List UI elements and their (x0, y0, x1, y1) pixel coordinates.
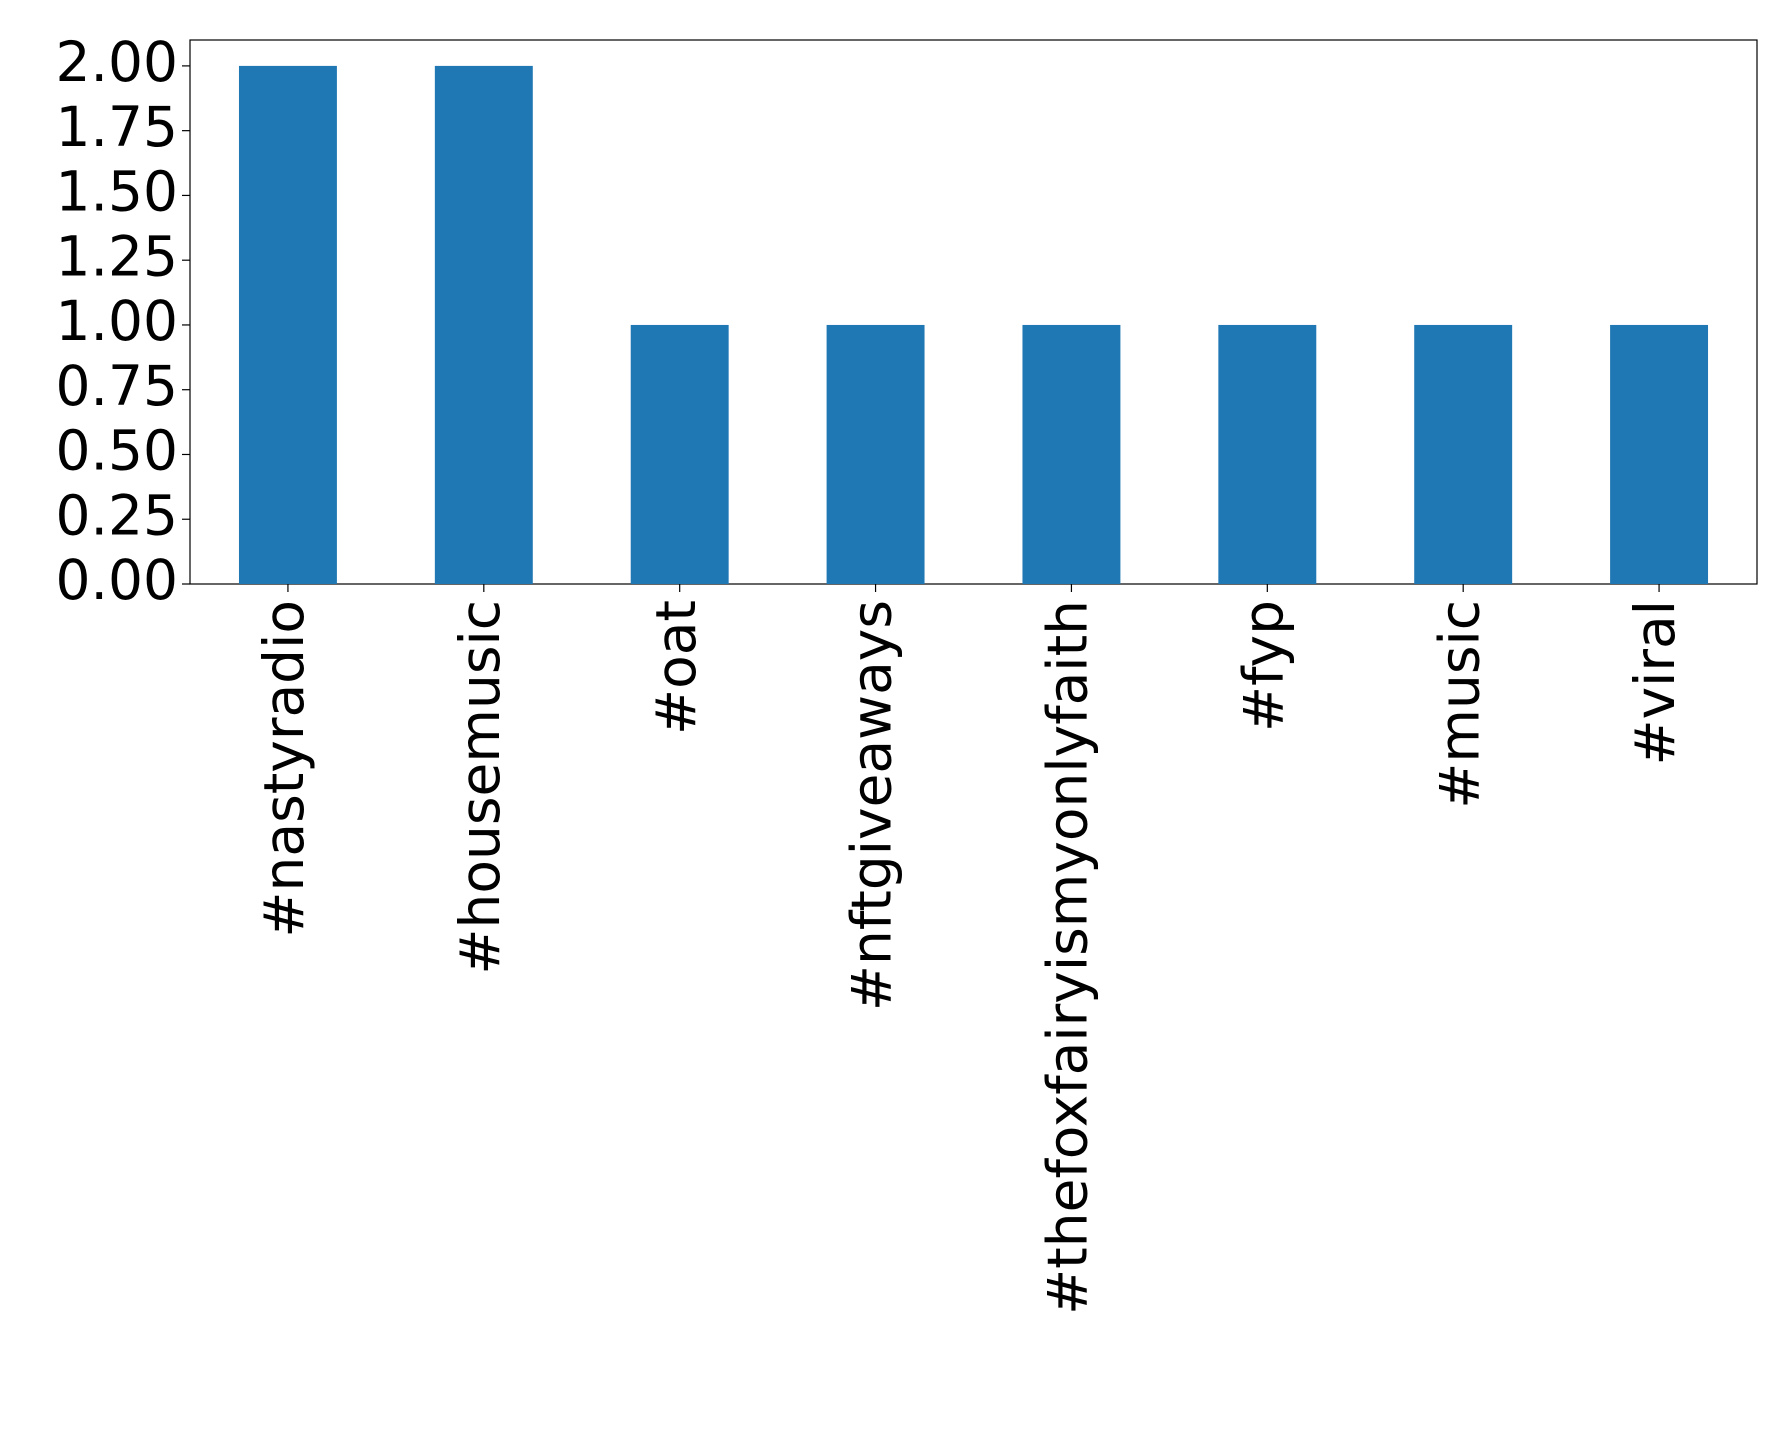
y-tick-label: 2.00 (56, 30, 178, 94)
x-tick-label: #housemusic (448, 600, 512, 975)
x-tick-label: #fyp (1231, 600, 1295, 732)
x-tick-label: #oat (644, 600, 708, 735)
y-tick-label: 0.50 (56, 419, 178, 483)
y-tick-label: 1.00 (56, 289, 178, 353)
x-tick-label: #nastyradio (252, 600, 316, 938)
x-tick-label: #music (1427, 600, 1491, 809)
bar (1414, 324, 1513, 584)
y-tick-label: 0.25 (56, 483, 178, 547)
bar (1022, 324, 1121, 584)
bar (238, 65, 337, 584)
bar (826, 324, 925, 584)
y-tick-label: 1.25 (56, 224, 178, 288)
bar (1610, 324, 1709, 584)
bar (630, 324, 729, 584)
bar (1218, 324, 1317, 584)
y-tick-label: 0.00 (56, 548, 178, 612)
bar (434, 65, 533, 584)
y-tick-label: 1.75 (56, 95, 178, 159)
plot-frame (189, 39, 1758, 585)
x-tick-label: #viral (1623, 600, 1687, 766)
x-tick-label: #nftgiveaways (840, 600, 904, 1011)
y-tick-label: 1.50 (56, 160, 178, 224)
x-tick-label: #thefoxfairyismyonlyfaith (1036, 600, 1100, 1315)
y-tick-label: 0.75 (56, 354, 178, 418)
